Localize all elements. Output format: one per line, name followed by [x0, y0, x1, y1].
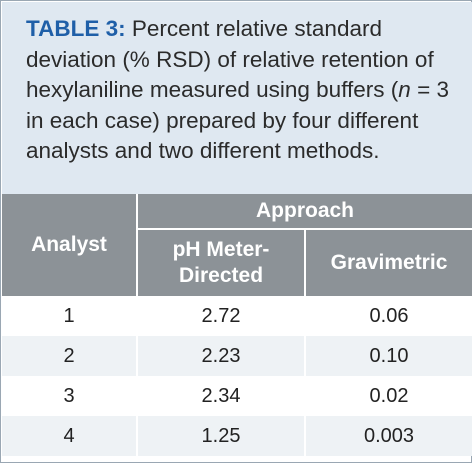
cell-ph: 1.25 [136, 416, 305, 456]
caption-text-end: = 3 in each case) prepared by four diffe… [26, 77, 449, 163]
cell-grav: 0.02 [303, 376, 473, 416]
cell-analyst: 4 [2, 416, 137, 456]
table-row: 4 1.25 0.003 [2, 416, 473, 456]
rsd-table: Analyst Approach pH Meter- Directed Grav… [2, 194, 473, 456]
cell-ph: 2.34 [136, 376, 305, 416]
cell-grav: 0.003 [303, 416, 473, 456]
header-analyst: Analyst [2, 194, 137, 296]
header-ph-line1: pH Meter- [172, 238, 270, 261]
caption-n-symbol: n [398, 77, 411, 102]
header-gravimetric: Gravimetric [303, 229, 473, 296]
cell-analyst: 1 [2, 296, 137, 336]
cell-grav: 0.10 [303, 336, 473, 376]
caption-text-start: Percent relative standard deviation (% R… [26, 16, 434, 102]
cell-ph: 2.23 [136, 336, 305, 376]
header-ph-line2: Directed [178, 264, 264, 287]
cell-ph: 2.72 [136, 296, 305, 336]
header-ph-meter-directed: pH Meter- Directed [136, 229, 305, 296]
cell-analyst: 3 [2, 376, 137, 416]
header-approach: Approach [135, 194, 473, 230]
table-row: 1 2.72 0.06 [2, 296, 473, 336]
cell-analyst: 2 [2, 336, 137, 376]
caption-label: TABLE 3: [26, 16, 126, 41]
cell-grav: 0.06 [303, 296, 473, 336]
table-caption: TABLE 3: Percent relative standard devia… [2, 2, 472, 194]
table-row: 2 2.23 0.10 [2, 336, 473, 376]
table-row: 3 2.34 0.02 [2, 376, 473, 416]
